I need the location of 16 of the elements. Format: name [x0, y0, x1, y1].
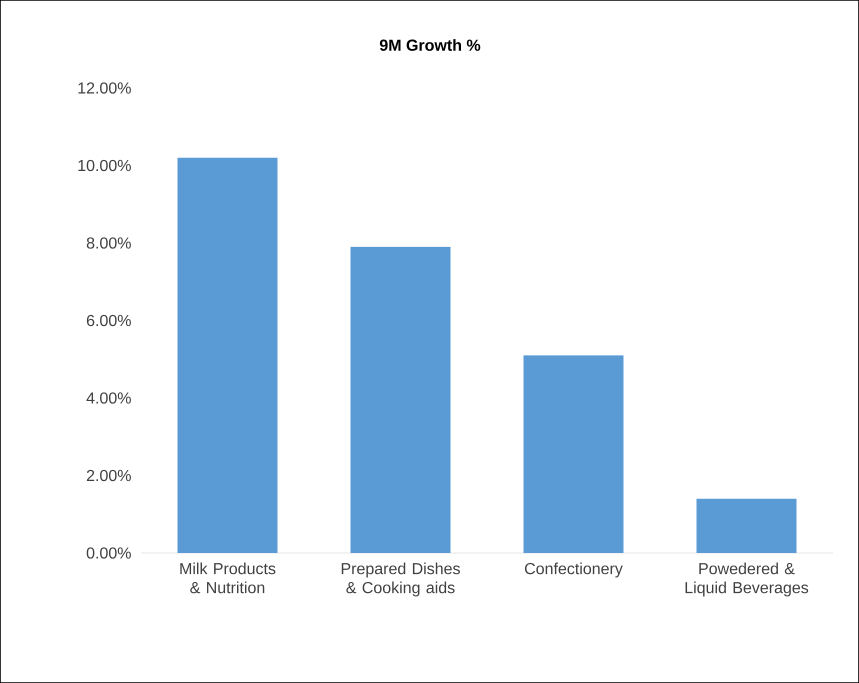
y-tick-label: 10.00%	[78, 160, 131, 172]
x-tick-label: Milk Products & Nutrition	[180, 562, 276, 594]
bar	[524, 355, 624, 553]
y-tick-label: 8.00%	[86, 237, 131, 249]
y-tick-label: 6.00%	[86, 314, 131, 326]
x-tick-label: Confectionery	[524, 562, 623, 578]
y-tick-label: 12.00%	[78, 82, 131, 94]
bar	[696, 498, 797, 553]
bar	[350, 246, 451, 553]
x-tick-label: Prepared Dishes & Cooking aids	[342, 562, 460, 596]
bar	[178, 158, 278, 553]
chart-title: 9M Growth %	[380, 39, 480, 51]
y-tick-label: 2.00%	[86, 470, 131, 482]
y-tick-label: 4.00%	[86, 392, 131, 404]
x-tick-label: Powedered & Liquid Beverages	[686, 562, 808, 596]
y-tick-label: 0.00%	[86, 547, 131, 559]
